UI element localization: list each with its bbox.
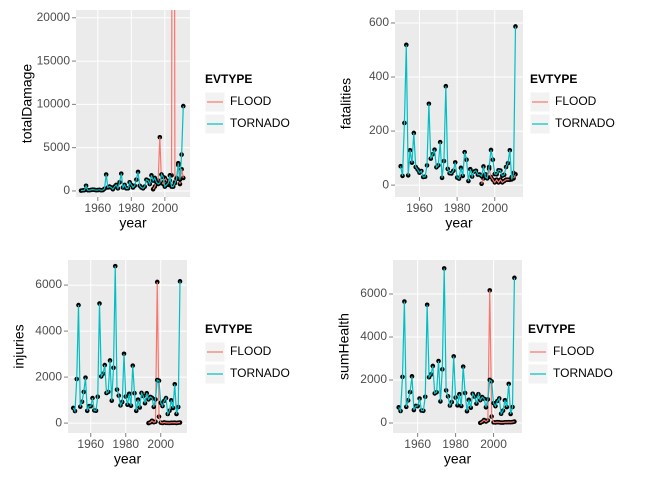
x-tick-label: 1980 bbox=[442, 437, 469, 451]
y-axis-title: sumHealth bbox=[336, 313, 352, 380]
series-line bbox=[148, 281, 181, 424]
legend-label: FLOOD bbox=[230, 94, 272, 108]
data-point bbox=[512, 419, 517, 424]
y-axis-title: injuries bbox=[11, 324, 27, 368]
chart-panel: 0 2000 4000 6000 1960 1980 2000 year injuries EVT… bbox=[11, 260, 290, 467]
series-line bbox=[400, 26, 517, 182]
legend-label: TORNADO bbox=[555, 116, 615, 130]
legend-label: FLOOD bbox=[230, 344, 272, 358]
x-axis-title: year bbox=[445, 215, 473, 231]
y-tick-label: 5000 bbox=[43, 140, 70, 154]
y-tick-label: 600 bbox=[369, 15, 389, 29]
x-tick-label: 1980 bbox=[112, 437, 139, 451]
plot-area bbox=[78, 10, 186, 193]
panel-background bbox=[76, 10, 190, 197]
data-point bbox=[512, 275, 517, 281]
legend-title: EVTYPE bbox=[528, 322, 575, 336]
chart-panel: 0 5000 10000 15000 20000 1960 1980 2000 year tota… bbox=[19, 10, 290, 231]
y-tick-label: 200 bbox=[369, 123, 389, 137]
y-tick-label: 2000 bbox=[360, 372, 387, 386]
x-tick-label: 2000 bbox=[152, 201, 179, 215]
y-tick-label: 0 bbox=[380, 415, 387, 429]
x-axis-title: year bbox=[119, 215, 147, 231]
x-tick-label: 1960 bbox=[84, 201, 111, 215]
series-line bbox=[398, 268, 516, 416]
chart-panel: 0 2000 4000 6000 1960 1980 2000 year sumHealth EV… bbox=[336, 260, 613, 467]
y-axis-title: totalDamage bbox=[19, 64, 35, 144]
series-line bbox=[479, 290, 515, 424]
panel-background bbox=[68, 260, 187, 433]
x-tick-label: 2000 bbox=[147, 437, 174, 451]
x-tick-label: 1980 bbox=[444, 201, 471, 215]
plot-area bbox=[398, 24, 518, 187]
x-axis-title: year bbox=[444, 451, 472, 467]
legend-title: EVTYPE bbox=[530, 72, 577, 86]
x-tick-label: 2000 bbox=[480, 437, 507, 451]
y-tick-label: 0 bbox=[382, 177, 389, 191]
y-tick-label: 0 bbox=[63, 183, 70, 197]
x-axis-title: year bbox=[114, 451, 142, 467]
plot-area bbox=[70, 263, 183, 426]
y-tick-label: 15000 bbox=[37, 53, 71, 67]
data-point bbox=[180, 103, 186, 109]
y-tick-label: 2000 bbox=[35, 369, 62, 383]
y-tick-label: 6000 bbox=[360, 286, 387, 300]
plot-area bbox=[396, 266, 517, 426]
x-tick-label: 1960 bbox=[77, 437, 104, 451]
legend-label: FLOOD bbox=[553, 344, 595, 358]
legend-label: TORNADO bbox=[553, 366, 613, 380]
x-tick-label: 1960 bbox=[404, 437, 431, 451]
x-tick-label: 1960 bbox=[406, 201, 433, 215]
legend-title: EVTYPE bbox=[205, 72, 252, 86]
chart-panel: 0 200 400 600 1960 1980 2000 year fatalities EVTY… bbox=[338, 10, 615, 231]
y-tick-label: 400 bbox=[369, 69, 389, 83]
series-line bbox=[80, 106, 184, 192]
legend-label: TORNADO bbox=[230, 366, 290, 380]
y-tick-label: 6000 bbox=[35, 277, 62, 291]
legend-label: TORNADO bbox=[230, 116, 290, 130]
x-tick-label: 1980 bbox=[118, 201, 145, 215]
x-tick-label: 2000 bbox=[481, 201, 508, 215]
y-axis-title: fatalities bbox=[338, 78, 354, 129]
y-tick-label: 4000 bbox=[360, 329, 387, 343]
y-tick-label: 10000 bbox=[37, 97, 71, 111]
legend-label: FLOOD bbox=[555, 94, 597, 108]
series-line bbox=[72, 266, 181, 416]
y-tick-label: 0 bbox=[55, 415, 62, 429]
y-tick-label: 20000 bbox=[37, 10, 71, 24]
y-tick-label: 4000 bbox=[35, 323, 62, 337]
legend-title: EVTYPE bbox=[205, 322, 252, 336]
data-point bbox=[177, 279, 183, 284]
